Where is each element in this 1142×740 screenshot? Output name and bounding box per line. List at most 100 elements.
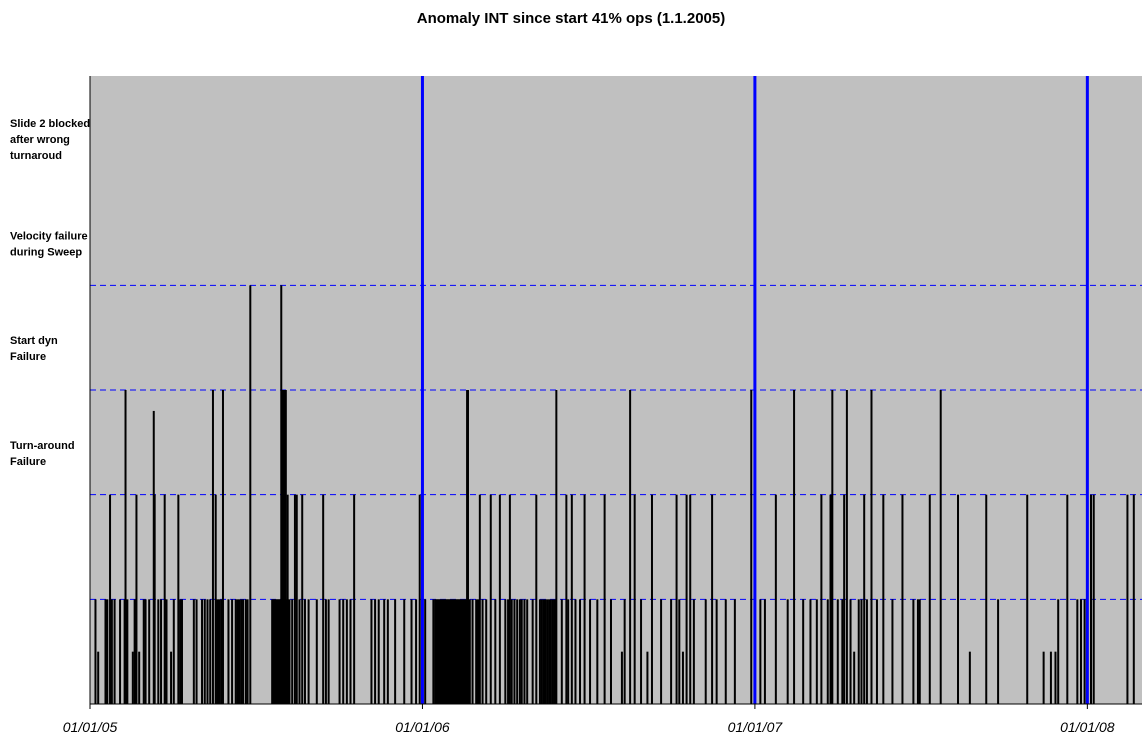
event-bar xyxy=(526,599,529,704)
event-bar xyxy=(565,494,568,704)
event-bar xyxy=(286,494,289,704)
event-bar xyxy=(475,599,478,704)
event-bar xyxy=(882,494,885,704)
event-bar xyxy=(875,599,878,704)
event-bar xyxy=(1132,494,1135,704)
event-bar xyxy=(126,599,129,704)
event-bar xyxy=(1092,494,1095,704)
event-bar xyxy=(660,599,663,704)
event-bar xyxy=(603,494,606,704)
event-bar xyxy=(918,599,921,704)
event-bar xyxy=(342,599,345,704)
event-bar xyxy=(733,599,736,704)
event-bar xyxy=(327,599,330,704)
event-bar xyxy=(916,599,919,704)
event-bar xyxy=(865,599,868,704)
event-bar xyxy=(242,599,245,704)
event-bar xyxy=(432,599,435,704)
event-bar xyxy=(518,599,521,704)
event-bar xyxy=(542,599,545,704)
x-ticks: 01/01/05 01/01/06 01/01/07 01/01/08 xyxy=(63,704,1115,735)
event-bar xyxy=(689,494,692,704)
event-bar xyxy=(165,599,168,704)
event-bar xyxy=(845,390,848,704)
event-bar xyxy=(281,390,284,704)
event-bar xyxy=(209,599,212,704)
event-bar xyxy=(750,390,753,704)
event-bar xyxy=(498,494,501,704)
event-bar xyxy=(138,651,141,704)
event-bar xyxy=(386,599,389,704)
event-bar xyxy=(142,599,145,704)
event-bar xyxy=(301,494,304,704)
event-bar xyxy=(307,599,310,704)
event-bar xyxy=(153,494,156,704)
event-bar xyxy=(394,599,397,704)
event-bar xyxy=(231,599,234,704)
event-bar xyxy=(786,599,789,704)
event-bar xyxy=(560,599,563,704)
event-bar xyxy=(246,599,249,704)
event-bar xyxy=(968,651,971,704)
event-bar xyxy=(124,390,127,704)
event-bar xyxy=(1079,599,1082,704)
event-bar xyxy=(633,494,636,704)
event-bar xyxy=(218,599,221,704)
event-bars xyxy=(94,285,1135,704)
event-bar xyxy=(609,599,612,704)
event-bar xyxy=(870,390,873,704)
event-bar xyxy=(221,390,224,704)
event-bar xyxy=(546,599,549,704)
y-category-label-line: turnaroud xyxy=(10,150,62,162)
event-bar xyxy=(119,599,122,704)
event-bar xyxy=(284,390,287,704)
x-tick-label: 01/01/07 xyxy=(728,719,784,735)
event-bar xyxy=(1049,651,1052,704)
event-bar xyxy=(724,599,727,704)
event-bar xyxy=(135,494,138,704)
y-category-labels: Slide 2 blocked after wrong turnaroud Veloc… xyxy=(10,118,90,468)
event-bar xyxy=(831,390,834,704)
event-bar xyxy=(802,599,805,704)
event-bar xyxy=(249,285,252,704)
event-bar xyxy=(94,599,97,704)
event-bar xyxy=(192,599,195,704)
event-bar xyxy=(570,494,573,704)
event-bar xyxy=(763,599,766,704)
event-bar xyxy=(203,599,206,704)
event-bar xyxy=(144,599,147,704)
event-bar xyxy=(220,599,223,704)
event-bar xyxy=(681,651,684,704)
event-bar xyxy=(163,494,166,704)
event-bar xyxy=(148,599,151,704)
event-bar xyxy=(216,599,219,704)
event-bar xyxy=(97,651,100,704)
event-bar xyxy=(324,599,327,704)
year-markers xyxy=(420,76,1089,704)
event-bar xyxy=(106,599,109,704)
event-bar xyxy=(1026,494,1029,704)
event-bar xyxy=(523,599,526,704)
event-bar xyxy=(374,599,377,704)
event-bar xyxy=(640,599,643,704)
event-bar xyxy=(468,599,471,704)
event-bar xyxy=(466,390,469,704)
event-bar xyxy=(513,599,516,704)
event-bar xyxy=(195,599,198,704)
event-bar xyxy=(293,494,296,704)
event-bar xyxy=(403,599,406,704)
event-bar xyxy=(471,599,474,704)
event-bar xyxy=(177,494,180,704)
y-category-label-line: after wrong xyxy=(10,134,70,146)
y-category-label-line: Failure xyxy=(10,456,46,468)
event-bar xyxy=(620,651,623,704)
event-bar xyxy=(424,599,427,704)
event-bar xyxy=(345,599,348,704)
event-bar xyxy=(553,599,556,704)
event-bar xyxy=(478,494,481,704)
event-bar xyxy=(383,599,386,704)
event-bar xyxy=(538,599,541,704)
event-bar xyxy=(516,599,519,704)
event-bar xyxy=(809,599,812,704)
event-bar xyxy=(110,599,113,704)
